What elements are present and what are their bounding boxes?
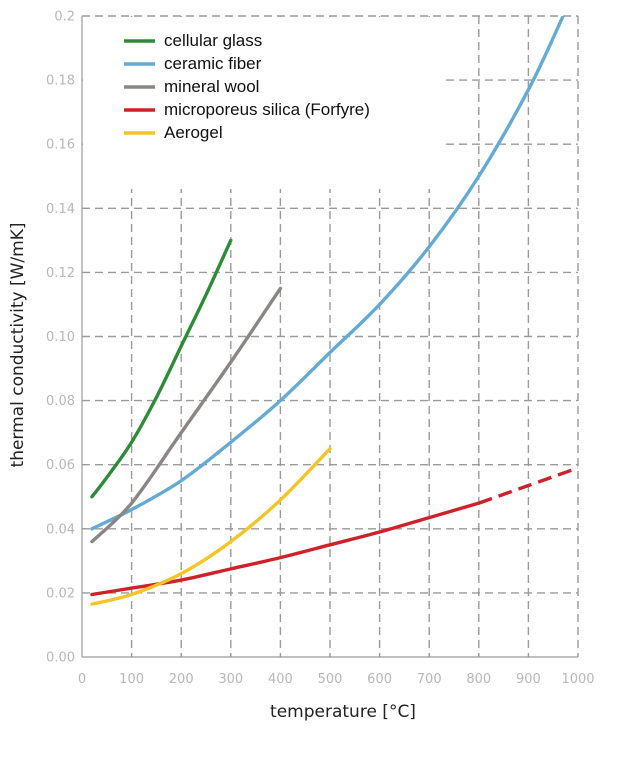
y-tick-label: 0.02 xyxy=(46,586,75,601)
x-tick-label: 400 xyxy=(268,672,293,687)
legend-label-aerogel: Aerogel xyxy=(164,123,223,142)
y-tick-label: 0.16 xyxy=(46,138,75,153)
x-tick-label: 700 xyxy=(417,672,442,687)
series-line-microporeus-silica-forfyre xyxy=(90,501,481,597)
series-line-microporeus-silica-forfyre-extrapolated xyxy=(478,466,578,505)
series-line-ceramic-fiber xyxy=(90,16,565,531)
x-tick-label: 300 xyxy=(218,672,243,687)
y-tick-label: 0.08 xyxy=(46,394,75,409)
y-tick-label: 0.14 xyxy=(46,202,75,217)
legend-background xyxy=(83,17,444,189)
x-tick-label: 0 xyxy=(78,672,86,687)
x-tick-label: 500 xyxy=(318,672,343,687)
x-tick-label: 1000 xyxy=(561,672,594,687)
x-tick-label: 600 xyxy=(367,672,392,687)
x-tick-label: 200 xyxy=(169,672,194,687)
series-lines xyxy=(90,16,578,606)
series-line-mineral-wool xyxy=(90,286,283,544)
y-tick-label: 0.2 xyxy=(54,10,75,25)
legend: cellular glass ceramic fiber mineral wool m… xyxy=(83,17,444,189)
y-tick-label: 0.18 xyxy=(46,74,75,89)
x-axis-label: temperature [°C] xyxy=(270,702,416,722)
y-tick-label: 0.10 xyxy=(46,330,75,345)
y-tick-label: 0.00 xyxy=(46,651,75,666)
y-tick-label: 0.04 xyxy=(46,522,75,537)
legend-label-mineral-wool: mineral wool xyxy=(164,77,259,96)
x-tick-label: 800 xyxy=(466,672,491,687)
y-tick-label: 0.06 xyxy=(46,458,75,473)
series-line-aerogel xyxy=(90,446,332,606)
x-tick-label: 900 xyxy=(516,672,541,687)
x-tick-label: 100 xyxy=(119,672,144,687)
legend-label-microporeus-silica-forfyre: microporeus silica (Forfyre) xyxy=(164,100,370,119)
y-axis-label: thermal conductivity [W/mK] xyxy=(8,223,28,468)
x-tick-labels: 0 100 200 300 400 500 600 700 800 900 1000 xyxy=(78,672,595,687)
legend-label-ceramic-fiber: ceramic fiber xyxy=(164,54,262,73)
series-line-cellular-glass xyxy=(90,238,233,499)
legend-label-cellular-glass: cellular glass xyxy=(164,31,262,50)
y-tick-label: 0.12 xyxy=(46,266,75,281)
y-tick-labels: 0.00 0.02 0.04 0.06 0.08 0.10 0.12 0.14 0.16 0.18… xyxy=(46,10,75,666)
